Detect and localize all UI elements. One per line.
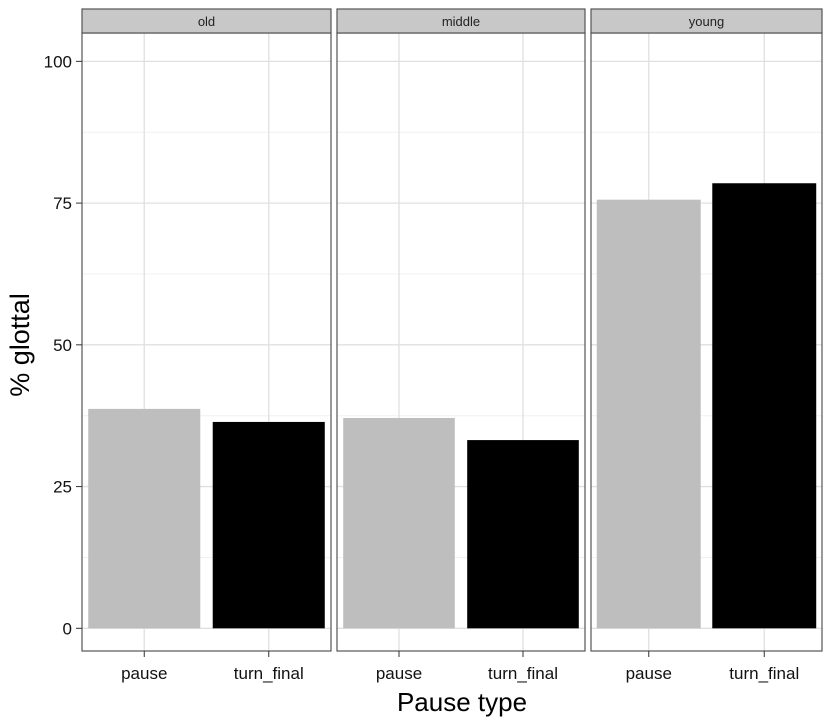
y-tick-label: 100 (44, 52, 72, 71)
y-tick-label: 50 (53, 336, 72, 355)
bar-young-pause (596, 199, 701, 629)
x-tick-label: pause (626, 664, 672, 683)
y-tick-label: 75 (53, 194, 72, 213)
x-tick-label: turn_final (729, 664, 799, 683)
facet-strip-label: young (689, 14, 724, 29)
facet-panel-young: young pause turn_final (590, 8, 823, 683)
facet-panel-middle: middle pause turn_final (336, 8, 586, 683)
x-tick-label: turn_final (488, 664, 558, 683)
facet-strip (336, 8, 586, 34)
y-axis: 0 25 50 75 100 (44, 52, 82, 638)
y-tick-label: 25 (53, 478, 72, 497)
bar-middle-pause (343, 417, 455, 629)
bar-old-pause (88, 408, 201, 629)
bar-old-turn_final (212, 421, 325, 629)
x-tick-label: pause (121, 664, 167, 683)
y-tick-label: 0 (63, 619, 72, 638)
bar-young-turn_final (712, 183, 817, 629)
x-tick-label: pause (376, 664, 422, 683)
facet-strip-label: middle (442, 14, 480, 29)
facet-strip (590, 8, 823, 34)
facet-strip-label: old (198, 14, 215, 29)
bar-middle-turn_final (467, 440, 579, 629)
y-axis-title: % glottal (5, 293, 35, 397)
facet-panel-old: old pause turn_final (81, 8, 332, 683)
x-axis-title: Pause type (397, 687, 527, 717)
facet-strip (81, 8, 332, 34)
x-tick-label: turn_final (234, 664, 304, 683)
